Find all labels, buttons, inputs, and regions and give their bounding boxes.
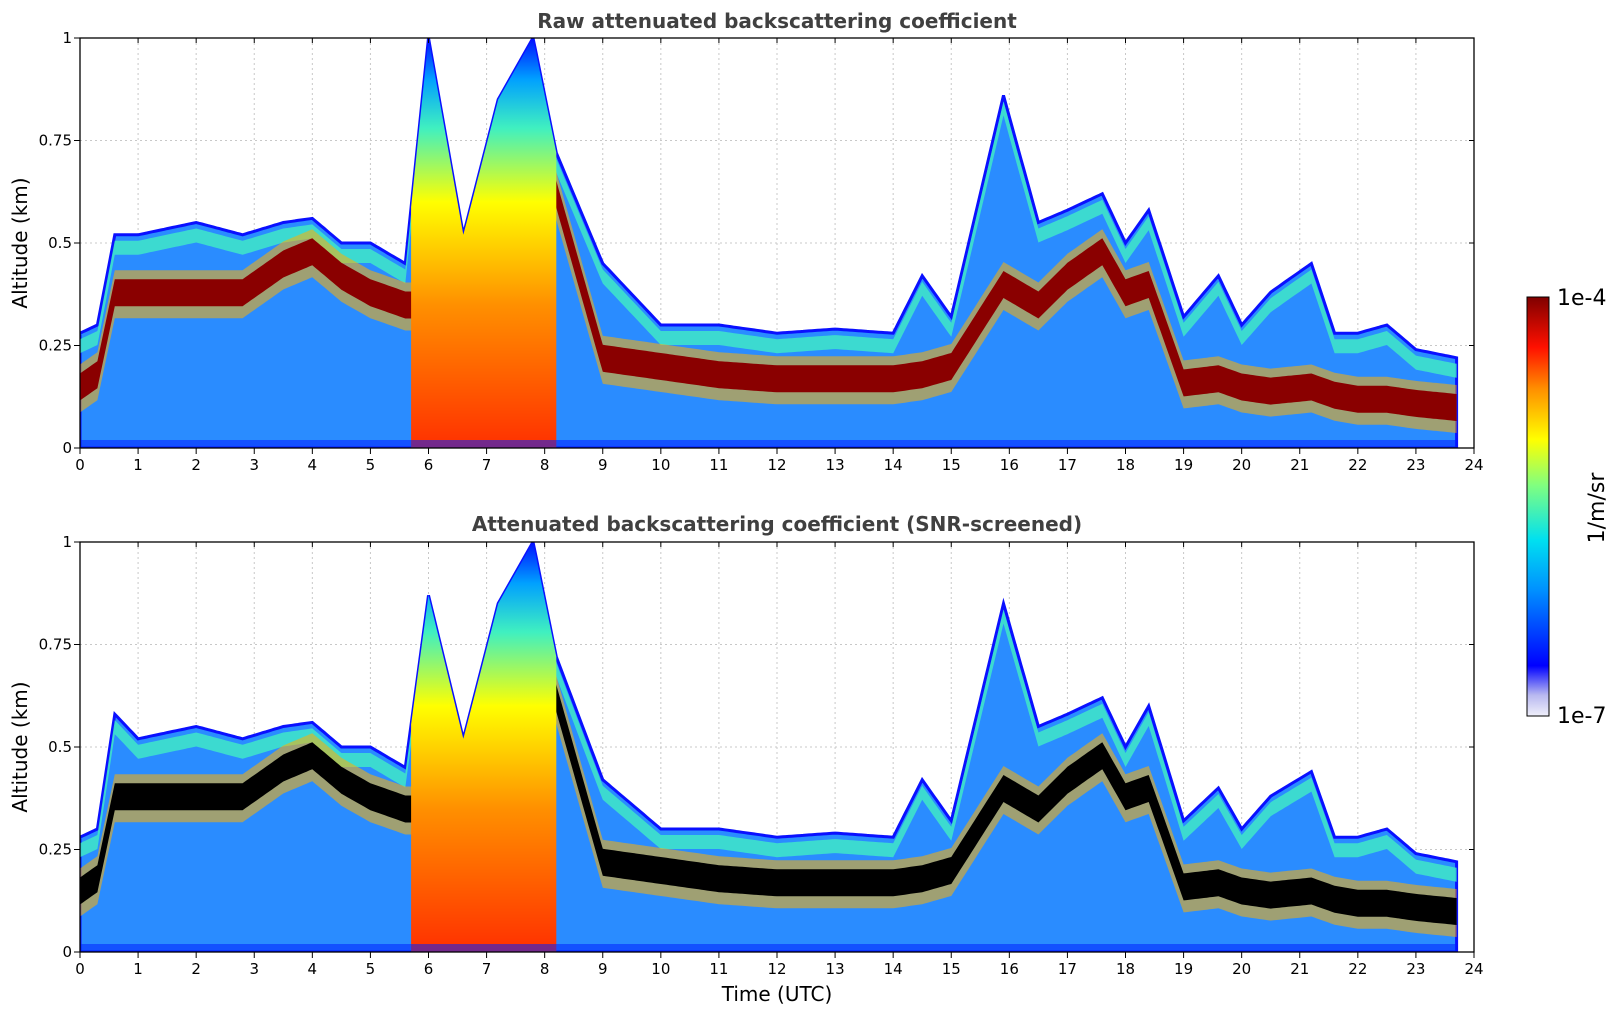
y-tick-label: 0.5 [48,738,72,756]
y-tick-label: 0 [62,439,72,457]
x-tick-label: 23 [1406,456,1425,474]
x-tick-label: 11 [709,960,728,978]
plume-region [411,38,557,448]
axis-ticks: 0 1 2 3 4 5 6 7 8 9 10 11 12 13 14 15 16 17 18 19 20 21 22 23 24… [39,29,1484,474]
panel-title: Raw attenuated backscattering coefficien… [537,9,1017,33]
y-tick-label: 0.5 [48,234,72,252]
x-tick-label: 22 [1348,456,1367,474]
x-tick-label: 8 [540,960,550,978]
x-tick-label: 17 [1058,456,1077,474]
panel-screened: Attenuated backscattering coefficient (S… [8,512,1484,1006]
panel-title: Attenuated backscattering coefficient (S… [472,512,1082,536]
axis-ticks: 0 1 2 3 4 5 6 7 8 9 10 11 12 13 14 15 16 17 18 19 20 21 22 23 24… [39,533,1484,978]
y-tick-label: 0.75 [39,132,72,150]
strong-layer [80,660,1457,925]
backscatter-field [80,542,1459,952]
x-tick-label: 4 [308,960,318,978]
x-tick-label: 16 [1000,456,1019,474]
x-tick-label: 10 [651,960,670,978]
y-tick-label: 0 [62,943,72,961]
plume-region [411,542,557,952]
x-tick-label: 11 [709,456,728,474]
x-tick-label: 18 [1116,960,1135,978]
x-tick-label: 20 [1232,456,1251,474]
x-tick-label: 12 [767,456,786,474]
colorbar: 1e-4 1e-7 1/m/sr [1526,286,1610,729]
x-tick-label: 12 [767,960,786,978]
colorbar-min-label: 1e-7 [1557,704,1606,729]
x-tick-label: 19 [1174,960,1193,978]
y-axis-label: Altitude (km) [8,177,32,308]
x-tick-label: 24 [1464,456,1483,474]
y-tick-label: 1 [62,29,72,47]
y-axis-label: Altitude (km) [8,681,32,812]
x-tick-label: 5 [366,456,376,474]
x-tick-label: 5 [366,960,376,978]
x-tick-label: 1 [133,960,143,978]
x-tick-label: 10 [651,456,670,474]
x-tick-label: 21 [1290,456,1309,474]
x-tick-label: 3 [249,456,259,474]
strong-layer [80,156,1457,421]
x-tick-label: 21 [1290,960,1309,978]
x-tick-label: 7 [482,456,492,474]
x-tick-label: 7 [482,960,492,978]
backscatter-field [80,38,1459,448]
x-tick-label: 6 [424,960,434,978]
x-tick-label: 1 [133,456,143,474]
x-tick-label: 2 [191,456,201,474]
y-tick-label: 0.25 [39,337,72,355]
x-axis-label: Time (UTC) [721,982,833,1006]
x-tick-label: 8 [540,456,550,474]
x-tick-label: 15 [942,960,961,978]
colorbar-gradient [1526,296,1550,717]
x-tick-label: 4 [308,456,318,474]
surface-band [80,944,1457,952]
x-tick-label: 6 [424,456,434,474]
x-tick-label: 18 [1116,456,1135,474]
x-tick-label: 20 [1232,960,1251,978]
x-tick-label: 9 [598,456,608,474]
x-tick-label: 13 [826,456,845,474]
x-tick-label: 24 [1464,960,1483,978]
x-tick-label: 3 [249,960,259,978]
y-tick-label: 0.75 [39,636,72,654]
x-tick-label: 0 [75,456,85,474]
x-tick-label: 15 [942,456,961,474]
x-tick-label: 9 [598,960,608,978]
x-tick-label: 13 [826,960,845,978]
x-tick-label: 23 [1406,960,1425,978]
x-tick-label: 16 [1000,960,1019,978]
panel-raw: Raw attenuated backscattering coefficien… [8,9,1484,474]
x-tick-label: 22 [1348,960,1367,978]
x-tick-label: 14 [884,456,903,474]
x-tick-label: 17 [1058,960,1077,978]
colorbar-unit-label: 1/m/sr [1585,472,1610,544]
y-tick-label: 1 [62,533,72,551]
surface-band [80,440,1457,448]
x-tick-label: 0 [75,960,85,978]
colorbar-max-label: 1e-4 [1557,286,1606,311]
x-tick-label: 2 [191,960,201,978]
x-tick-label: 14 [884,960,903,978]
x-tick-label: 19 [1174,456,1193,474]
y-tick-label: 0.25 [39,841,72,859]
